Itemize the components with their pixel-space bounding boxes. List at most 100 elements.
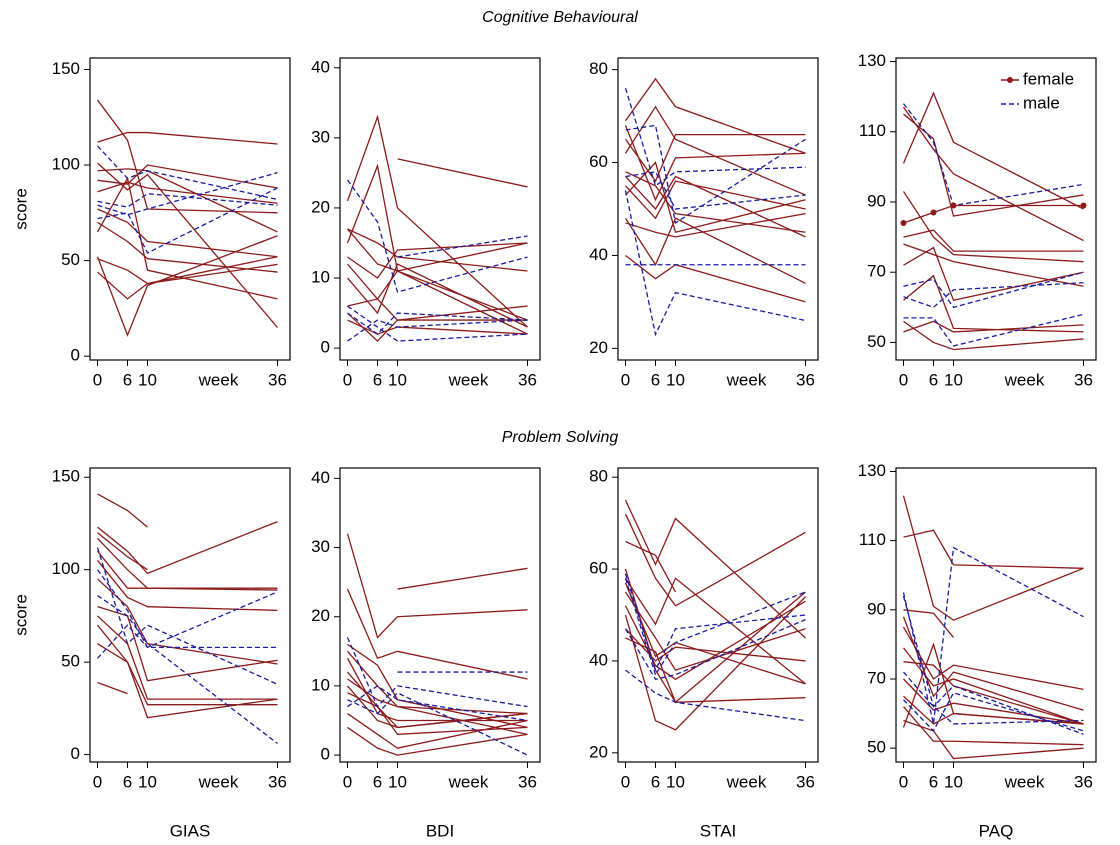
x-axis-label: week — [448, 772, 489, 791]
trajectory — [347, 263, 528, 328]
y-tick-label: 0 — [321, 745, 330, 764]
x-tick-label: 10 — [138, 772, 157, 791]
trajectory — [625, 669, 806, 722]
x-tick-label: 0 — [93, 370, 102, 389]
trajectory — [624, 578, 806, 677]
trajectory — [903, 243, 1084, 287]
trajectory — [624, 499, 806, 639]
x-tick-label: 10 — [388, 370, 407, 389]
trajectory — [902, 191, 1084, 263]
trajectory — [346, 163, 528, 272]
trajectory — [624, 134, 806, 183]
trajectory — [903, 204, 1084, 224]
trajectory — [903, 113, 1084, 217]
x-tick-label: 10 — [666, 772, 685, 791]
point — [930, 209, 937, 216]
trajectory — [346, 179, 528, 293]
trajectory — [902, 91, 1084, 210]
y-tick-label: 50 — [61, 652, 80, 671]
trajectory — [397, 235, 528, 258]
trajectory — [97, 131, 278, 145]
trajectory — [97, 578, 278, 665]
y-tick-label: 50 — [867, 738, 886, 757]
trajectory — [96, 235, 278, 337]
trajectory — [625, 175, 806, 238]
x-tick-label: 0 — [899, 772, 908, 791]
x-tick-label: 6 — [373, 370, 382, 389]
trajectory — [97, 164, 278, 189]
trajectory — [625, 124, 806, 224]
trajectory — [97, 681, 128, 695]
trajectory — [625, 213, 806, 238]
trajectory — [397, 158, 528, 188]
trajectory — [346, 588, 528, 680]
trajectory — [903, 609, 955, 638]
trajectory — [624, 573, 806, 672]
y-axis-label: score — [11, 188, 30, 230]
y-tick-label: 40 — [589, 650, 608, 669]
trajectory — [625, 180, 806, 220]
row-title: Problem Solving — [502, 429, 619, 446]
x-tick-label: 36 — [268, 772, 287, 791]
trajectory — [347, 713, 528, 749]
x-tick-label: 6 — [123, 772, 132, 791]
y-tick-label: 60 — [589, 152, 608, 171]
trajectory — [903, 246, 1084, 302]
trajectory — [903, 661, 1084, 725]
trajectory — [624, 577, 806, 685]
trajectory — [624, 513, 806, 607]
trajectory — [903, 678, 1084, 725]
trajectory — [96, 547, 278, 685]
y-tick-label: 20 — [311, 606, 330, 625]
y-tick-label: 30 — [311, 537, 330, 556]
y-tick-label: 100 — [52, 559, 80, 578]
plot-frame — [339, 467, 541, 763]
trajectory — [346, 637, 528, 708]
legend-marker — [1007, 77, 1013, 83]
y-tick-label: 130 — [858, 461, 886, 480]
trajectory — [624, 568, 806, 704]
trajectory — [903, 692, 1084, 732]
x-tick-label: 0 — [621, 772, 630, 791]
trajectory — [347, 263, 528, 321]
trajectory — [903, 320, 1084, 351]
trajectory — [96, 560, 278, 612]
trajectory — [97, 256, 278, 285]
trajectory — [347, 312, 528, 335]
y-tick-label: 20 — [589, 338, 608, 357]
plot-frame — [895, 467, 1097, 763]
x-tick-label: 36 — [1074, 370, 1093, 389]
y-tick-label: 70 — [867, 668, 886, 687]
trajectory — [97, 537, 278, 589]
trajectory — [902, 616, 1084, 711]
y-tick-label: 10 — [311, 268, 330, 287]
trajectory — [347, 685, 528, 722]
plot-frame — [895, 57, 1097, 361]
x-tick-label: 36 — [518, 370, 537, 389]
x-tick-label: 6 — [651, 772, 660, 791]
x-tick-label: 0 — [93, 772, 102, 791]
trajectory — [347, 650, 528, 715]
trajectory — [97, 493, 148, 528]
x-axis-label: week — [448, 370, 489, 389]
trajectory — [625, 171, 806, 233]
trajectory — [347, 298, 528, 321]
trajectory — [902, 103, 1084, 207]
trajectory — [624, 105, 806, 196]
trajectory — [347, 643, 528, 729]
y-axis-label: score — [11, 594, 30, 636]
trajectory — [347, 228, 528, 272]
y-tick-label: 0 — [321, 338, 330, 357]
x-axis-label: week — [198, 772, 239, 791]
trajectory — [625, 171, 806, 210]
x-axis-label: week — [198, 370, 239, 389]
trajectory — [96, 99, 278, 214]
trajectory — [97, 606, 278, 682]
trajectory — [96, 550, 278, 591]
panel-caption: PAQ — [979, 821, 1014, 840]
plot-frame — [617, 467, 819, 763]
trajectory — [347, 692, 528, 735]
trajectory — [97, 172, 278, 216]
y-tick-label: 150 — [52, 59, 80, 78]
x-tick-label: 6 — [651, 370, 660, 389]
